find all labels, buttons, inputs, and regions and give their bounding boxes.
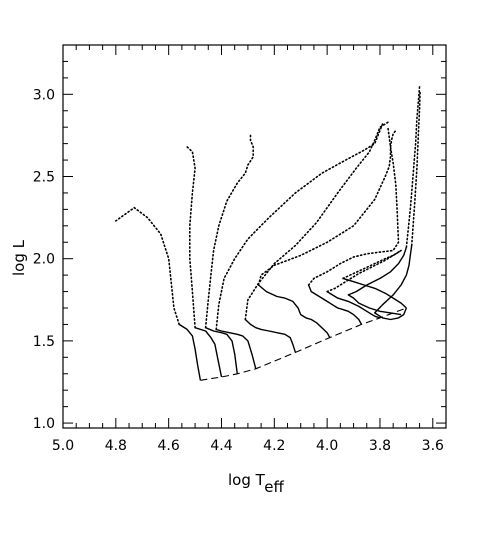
track-3-main-sequence: [205, 327, 238, 374]
y-tick-label: 1.5: [33, 334, 55, 350]
y-tick-label: 2.5: [33, 170, 55, 186]
track-11-main-sequence: [374, 245, 413, 321]
track-5-main-sequence: [244, 318, 297, 353]
track-7-post-ms: [307, 126, 400, 286]
track-6-main-sequence: [258, 284, 331, 338]
x-tick-label: 3.6: [422, 438, 444, 454]
x-tick-labels: 5.0 4.8 4.6 4.4 4.2 4.0 3.8 3.6: [52, 438, 444, 454]
zams-line-group: [200, 307, 407, 381]
y-tick-label: 1.0: [33, 416, 55, 432]
track-1-main-sequence: [178, 323, 202, 381]
axis-ticks: [62, 44, 447, 428]
y-tick-label: 2.0: [33, 252, 55, 268]
x-tick-label: 4.0: [316, 438, 338, 454]
track-1-post-ms: [115, 206, 180, 326]
track-7-main-sequence: [307, 284, 363, 325]
track-9-main-sequence: [342, 277, 407, 309]
track-5-post-ms: [244, 121, 389, 321]
track-4-post-ms: [215, 123, 384, 331]
x-tick-label: 4.8: [105, 438, 127, 454]
x-tick-label: 5.0: [52, 438, 74, 454]
track-10-main-sequence: [347, 246, 408, 316]
plot-frame: [62, 44, 447, 429]
x-tick-label: 4.2: [263, 438, 285, 454]
x-tick-label: 3.8: [369, 438, 391, 454]
track-4-main-sequence: [215, 328, 257, 369]
x-axis-label-sub: eff: [264, 478, 284, 496]
zams-line: [200, 307, 407, 381]
x-axis-label-main: log T: [228, 471, 266, 489]
track-11-post-ms: [410, 90, 421, 247]
track-8-main-sequence: [326, 291, 381, 319]
track-9-post-ms: [342, 249, 402, 280]
track-3-post-ms: [204, 134, 254, 329]
x-tick-label: 4.4: [210, 438, 232, 454]
y-axis-label: log L: [10, 239, 28, 276]
track-6-post-ms: [257, 129, 397, 286]
y-tick-labels: 1.0 1.5 2.0 2.5 3.0: [33, 87, 55, 432]
evolutionary-tracks: [115, 85, 421, 381]
track-10-post-ms: [405, 85, 421, 248]
track-2-post-ms: [186, 146, 196, 329]
y-tick-label: 3.0: [33, 87, 55, 103]
x-tick-label: 4.6: [158, 438, 180, 454]
track-2-main-sequence: [194, 327, 223, 378]
